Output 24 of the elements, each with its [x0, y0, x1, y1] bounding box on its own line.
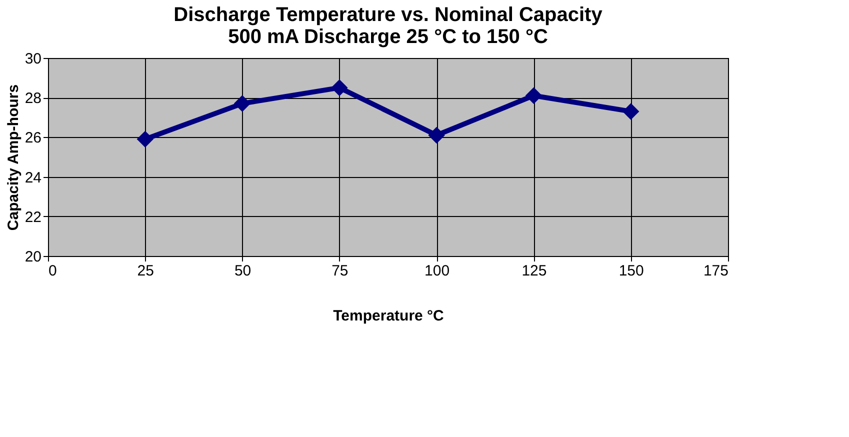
x-tick-label: 175	[703, 262, 728, 280]
point	[428, 126, 445, 144]
point	[331, 79, 348, 96]
text: Discharge Temperature vs. Nominal Capacity	[174, 4, 602, 26]
x-tick-label: 50	[234, 262, 252, 280]
text: 500 mA Discharge 25 °C to 150 °C	[228, 26, 548, 48]
x-tick-label: 150	[618, 262, 644, 280]
point	[525, 87, 542, 104]
x-axis-title: Temperature °C	[333, 308, 444, 324]
y-tick-label: 20	[24, 248, 42, 266]
y-tick-label: 26	[24, 130, 42, 147]
point	[136, 130, 154, 148]
y-tick-label: 22	[24, 208, 42, 226]
x-tick-label: 25	[137, 262, 154, 280]
y-tick-label: 30	[24, 50, 42, 68]
y-tick-label: 28	[24, 90, 42, 108]
point	[234, 95, 251, 112]
point	[622, 103, 640, 120]
x-tick-label: 0	[48, 262, 57, 280]
x-tick-label: 100	[424, 262, 450, 280]
x-tick-label: 75	[332, 262, 348, 280]
x-tick-label: 125	[522, 262, 547, 280]
y-axis-title: Capacity Amp-hours	[4, 84, 22, 231]
y-tick-label: 24	[24, 169, 42, 186]
